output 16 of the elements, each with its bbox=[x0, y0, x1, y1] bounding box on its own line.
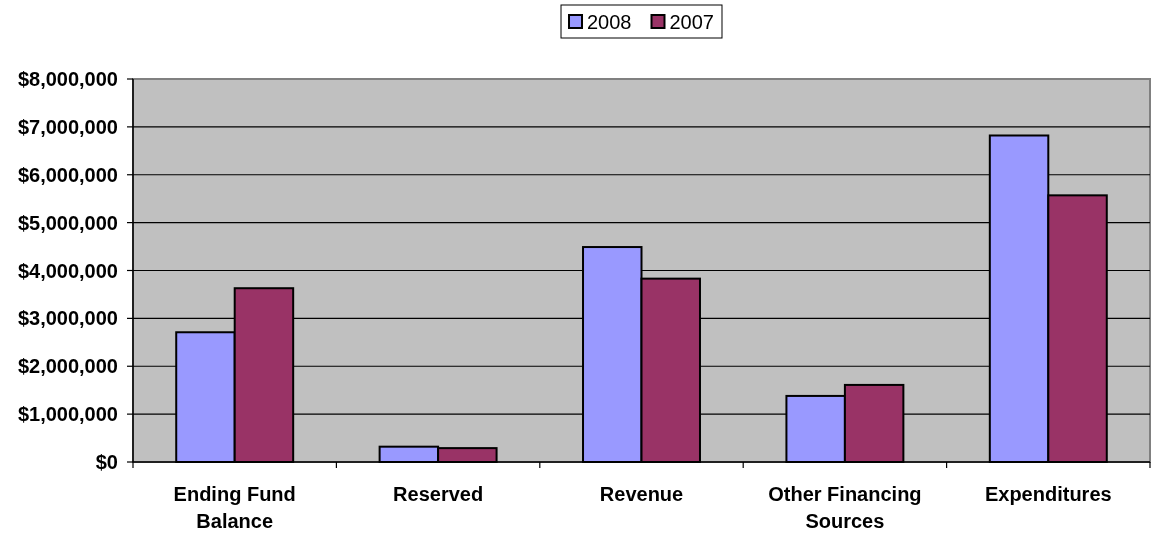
legend-label: 2007 bbox=[669, 10, 714, 33]
y-tick-label: $2,000,000 bbox=[17, 355, 118, 378]
x-tick-label: Revenue bbox=[599, 483, 684, 505]
y-tick-label: $0 bbox=[95, 451, 118, 473]
x-tick-label: Expenditures bbox=[984, 483, 1112, 505]
y-tick-label: $6,000,000 bbox=[17, 163, 118, 186]
x-tick-label: Reserved bbox=[393, 483, 484, 505]
x-tick-label: Other Financing Sources bbox=[768, 483, 922, 532]
y-tick-label: $7,000,000 bbox=[17, 115, 118, 138]
x-tick-label: Ending Fund Balance bbox=[173, 483, 296, 532]
y-tick-label: $1,000,000 bbox=[17, 403, 118, 426]
y-tick-label: $3,000,000 bbox=[17, 307, 118, 330]
y-tick-label: $5,000,000 bbox=[17, 211, 118, 234]
y-tick-label: $4,000,000 bbox=[17, 259, 118, 282]
legend-label: 2008 bbox=[587, 10, 632, 33]
y-tick-label: $8,000,000 bbox=[17, 68, 118, 90]
